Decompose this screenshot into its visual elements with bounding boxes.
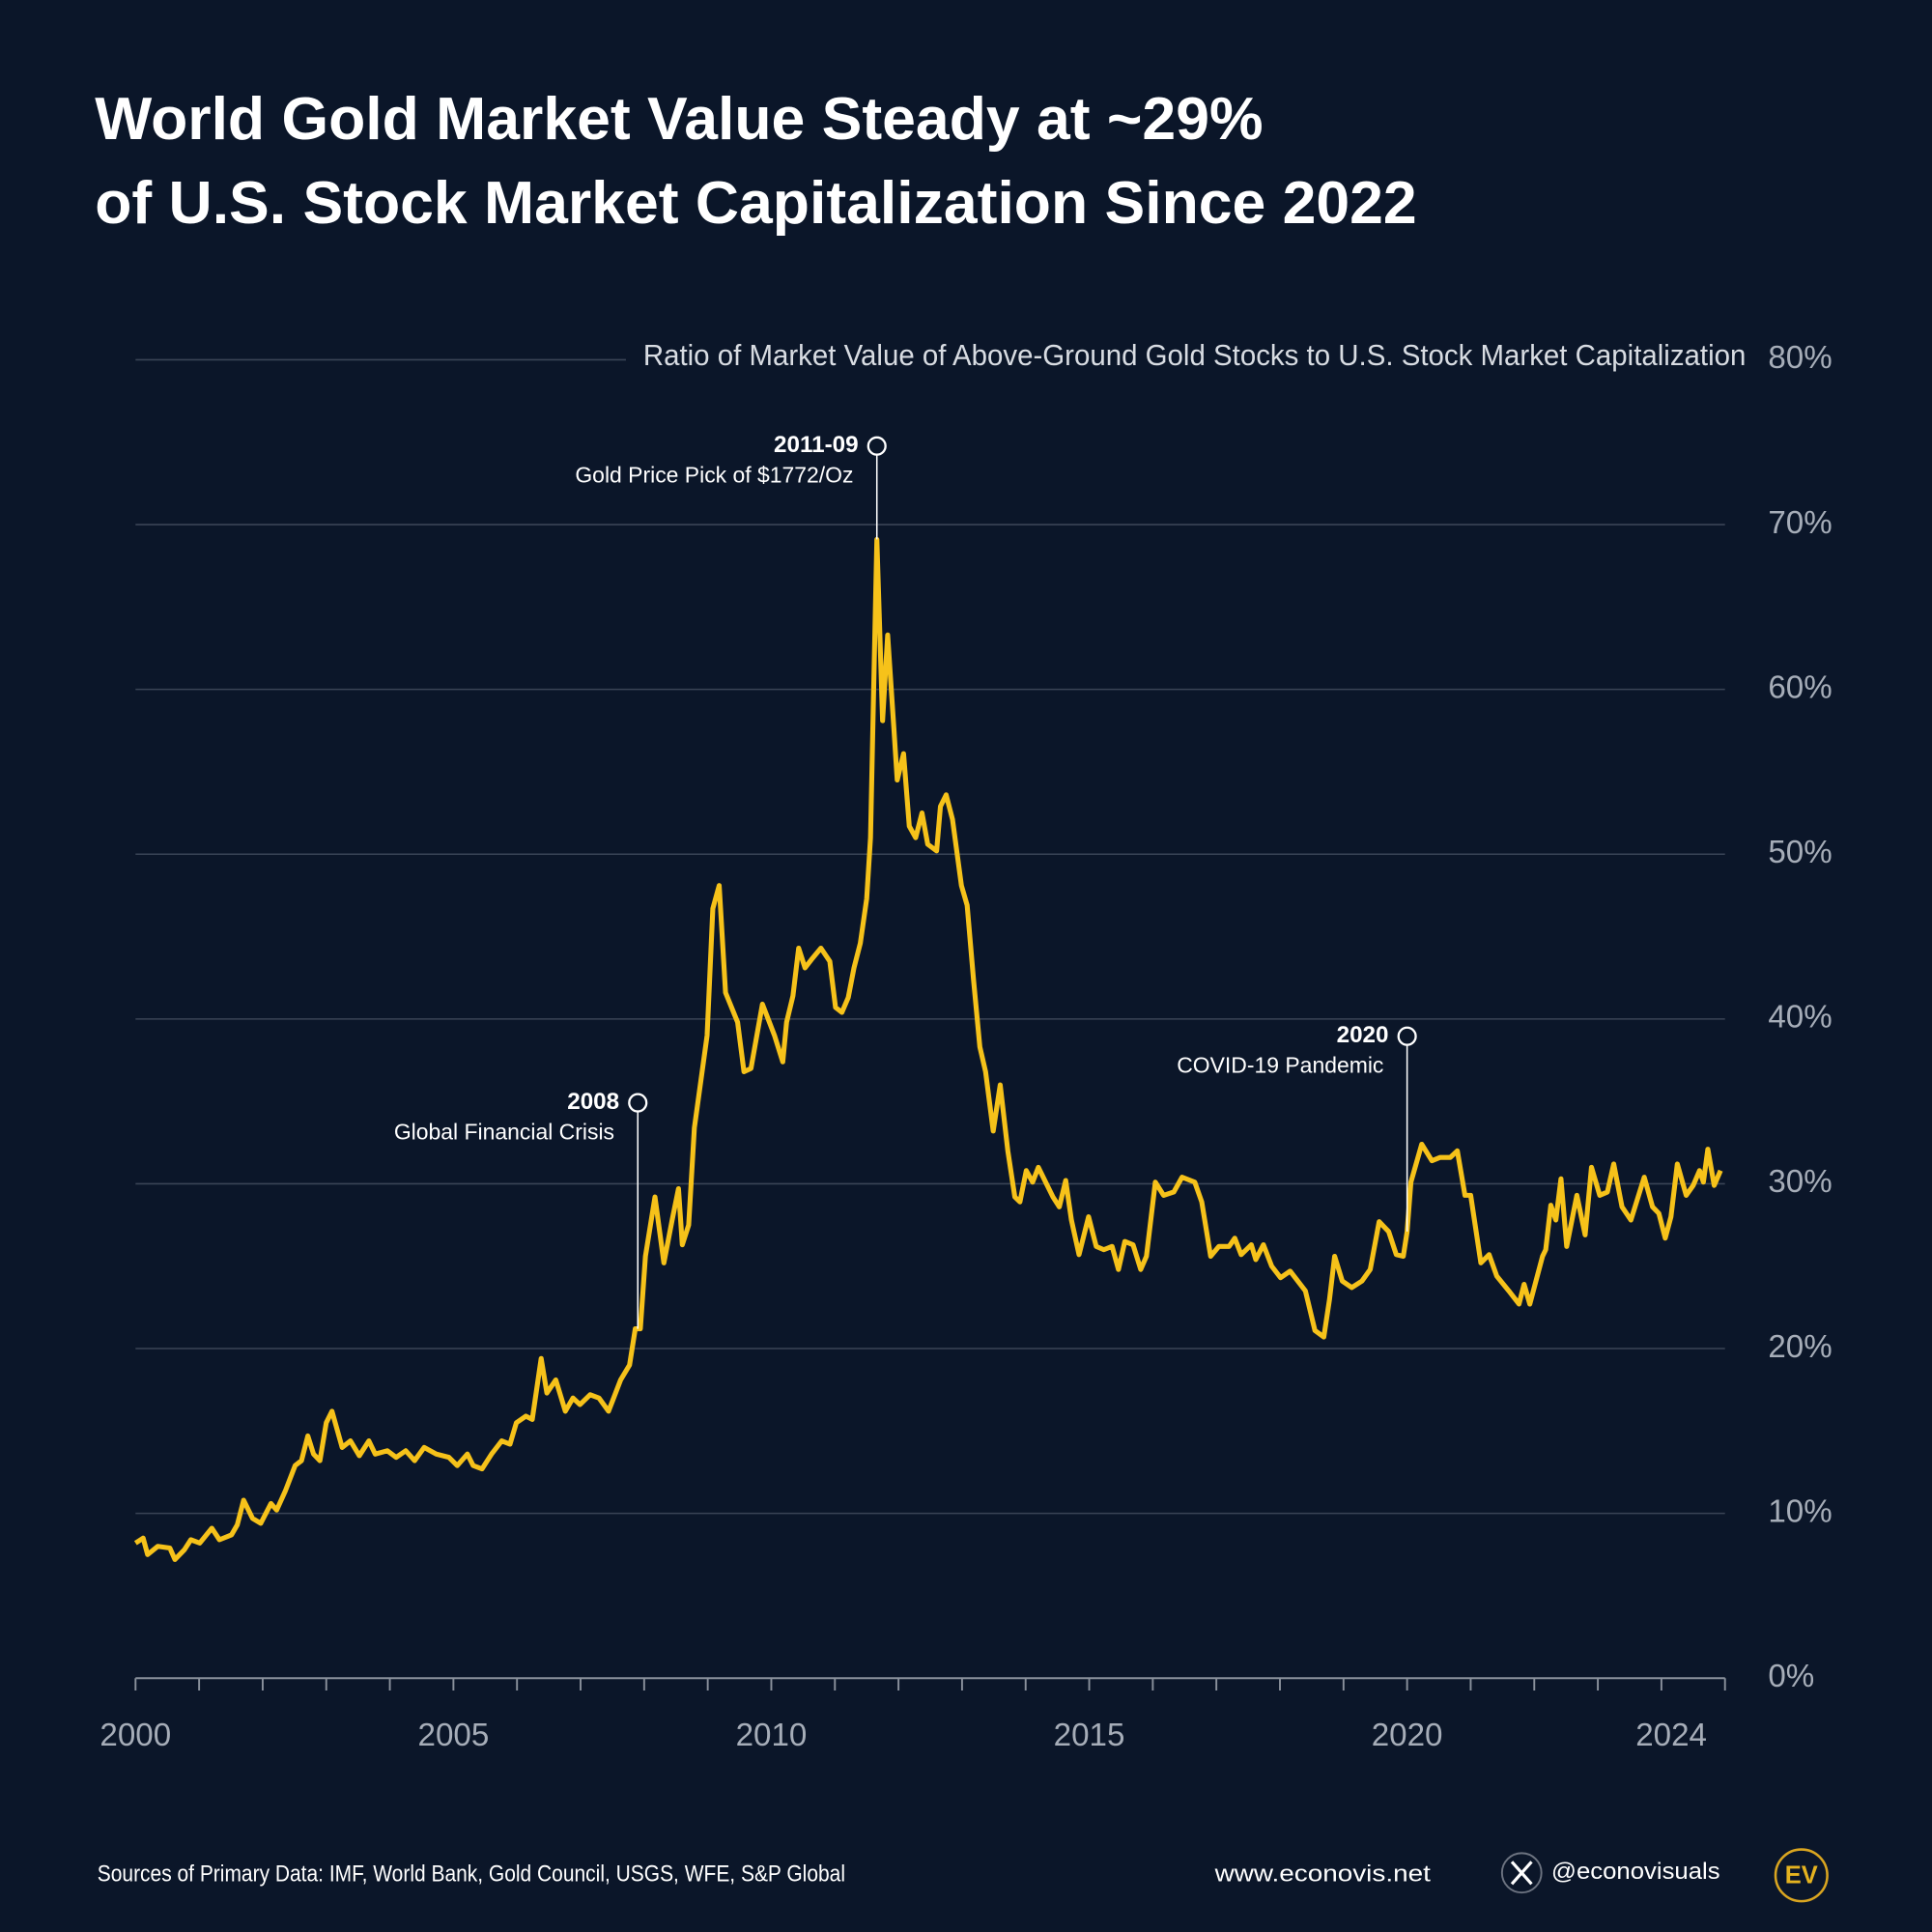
website: www.econovis.net <box>1214 1861 1432 1888</box>
x-tick-label: 2024 <box>1635 1718 1707 1753</box>
y-tick-label: 40% <box>1768 1000 1832 1036</box>
annotation-marker <box>1397 1026 1417 1046</box>
y-tick-label: 60% <box>1768 669 1832 705</box>
annotation-label: 2008 <box>567 1089 619 1115</box>
x-tick-label: 2000 <box>99 1718 171 1753</box>
y-tick-label: 30% <box>1768 1164 1832 1200</box>
y-tick-label: 50% <box>1768 835 1832 870</box>
social-handle: @econovisuals <box>1551 1859 1720 1885</box>
logo: EV <box>1785 1861 1818 1889</box>
y-tick-label: 70% <box>1768 505 1832 541</box>
annotation-label: 2011-09 <box>774 432 859 458</box>
x-tick-label: 2015 <box>1054 1718 1125 1753</box>
annotation-text: COVID-19 Pandemic <box>1177 1053 1383 1078</box>
data-line <box>133 536 1723 1562</box>
y-tick-label: 10% <box>1768 1493 1832 1529</box>
source-note: Sources of Primary Data: IMF, World Bank… <box>98 1861 845 1888</box>
y-tick-label: 80% <box>1768 340 1832 376</box>
logo-ring <box>1774 1848 1829 1903</box>
y-tick-label: 20% <box>1768 1329 1832 1365</box>
x-tick-label: 2005 <box>418 1718 490 1753</box>
annotation-text: Gold Price Pick of $1772/Oz <box>575 463 853 488</box>
annotation-text: Global Financial Crisis <box>394 1120 614 1145</box>
annotation-marker <box>867 436 887 456</box>
x-tick-label: 2020 <box>1372 1718 1443 1753</box>
annotation-marker <box>628 1093 648 1113</box>
x-icon <box>1500 1852 1543 1894</box>
annotation-label: 2020 <box>1337 1022 1389 1048</box>
chart-title: of U.S. Stock Market Capitalization Sinc… <box>95 169 1416 237</box>
chart-subtitle: Ratio of Market Value of Above-Ground Go… <box>643 339 1747 372</box>
chart-title: World Gold Market Value Steady at ~29% <box>95 85 1263 153</box>
x-tick-label: 2010 <box>736 1718 808 1753</box>
y-tick-label: 0% <box>1768 1659 1814 1694</box>
